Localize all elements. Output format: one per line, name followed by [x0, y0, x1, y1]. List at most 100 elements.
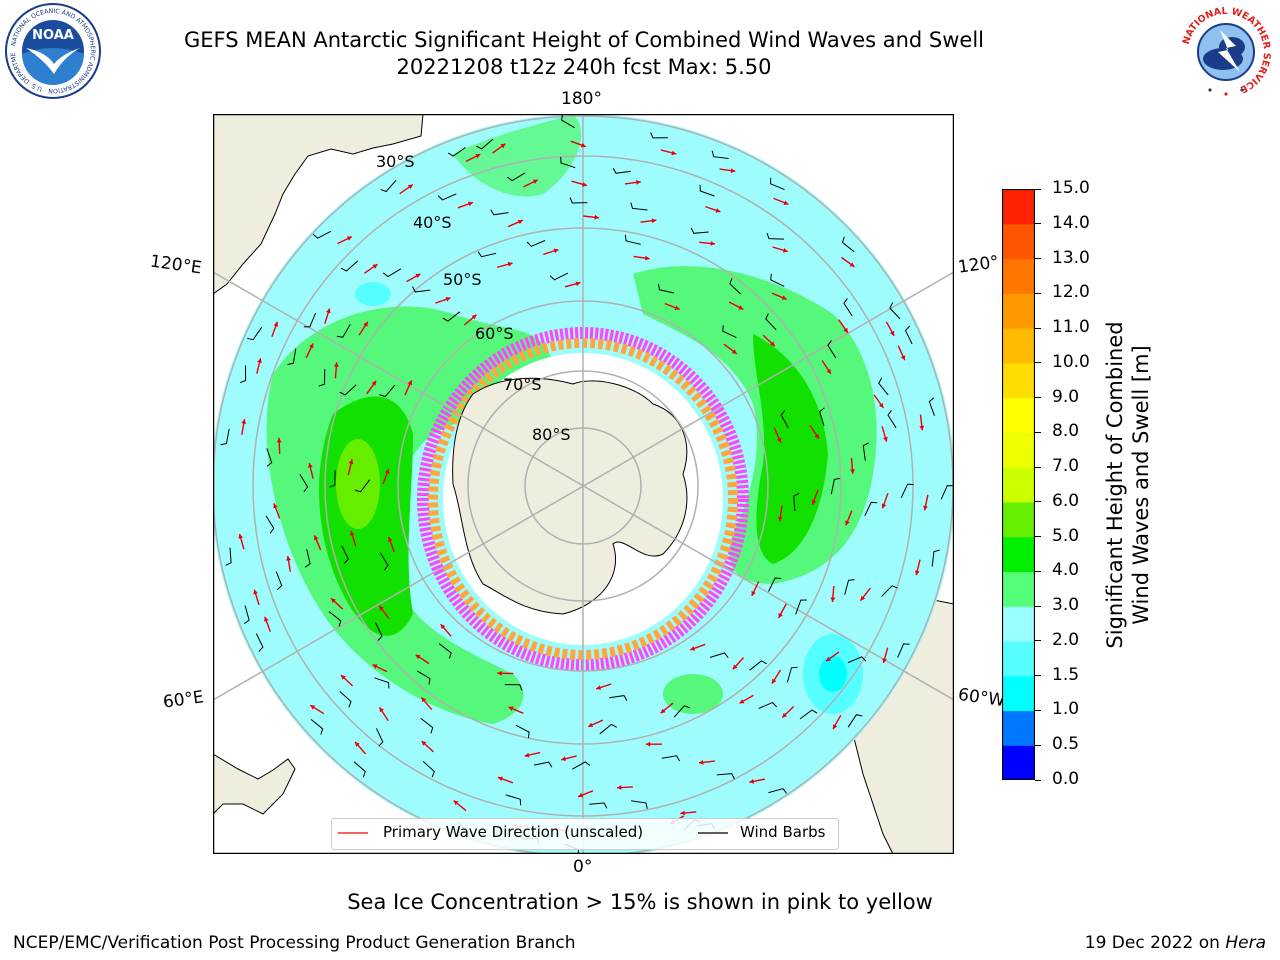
wind-barb [589, 802, 608, 809]
colorbar-segment [1002, 293, 1035, 329]
wind-barb [526, 240, 546, 247]
wave-direction-arrow [773, 427, 782, 443]
wave-direction-arrow [881, 493, 889, 509]
wind-barb [476, 138, 494, 150]
wind-barb [819, 407, 825, 427]
colorbar-tick-label: 10.0 [1052, 351, 1090, 372]
colorbar-tick-label: 8.0 [1052, 421, 1080, 442]
lon-label-180: 180° [561, 89, 602, 109]
colorbar-tick-label: 7.0 [1052, 456, 1080, 477]
colorbar-tick-label: 11.0 [1052, 317, 1090, 338]
wind-barb [504, 684, 523, 691]
wave-direction-arrow [773, 197, 789, 206]
colorbar-tick-mark [1035, 709, 1041, 711]
nws-logo: NATIONAL WEATHER SERVICE [1178, 4, 1274, 100]
colorbar-tick-label: 14.0 [1052, 212, 1090, 233]
colorbar-tick-mark [1035, 570, 1041, 572]
colorbar-tick-mark [1035, 779, 1041, 781]
wave-direction-arrow [570, 140, 587, 148]
wind-barb [673, 705, 690, 718]
wind-barb [881, 585, 898, 597]
colorbar-segment [1002, 501, 1035, 538]
colorbar-segment [1002, 710, 1035, 746]
polar-map [213, 114, 954, 854]
wave-direction-arrow [337, 235, 353, 245]
wind-barb [266, 448, 273, 467]
wave-direction-arrow [825, 651, 840, 662]
wave-direction-arrow [238, 533, 245, 550]
wave-direction-arrow [420, 696, 433, 711]
wave-direction-arrow [440, 623, 452, 637]
wave-direction-arrow [256, 358, 262, 374]
colorbar-tick-mark [1035, 292, 1041, 294]
wave-direction-arrow [885, 321, 895, 337]
colorbar-tick-mark [1035, 327, 1041, 329]
lat-label-80s: 80°S [532, 425, 571, 444]
wave-direction-arrow [809, 425, 820, 440]
wave-direction-arrow [845, 510, 853, 526]
wave-direction-arrow [811, 489, 819, 505]
colorbar-tick-mark [1035, 431, 1041, 433]
lon-label-120w: 120° [956, 252, 1001, 278]
lon-label-0: 0° [573, 857, 593, 877]
wind-barb [438, 643, 452, 659]
wave-direction-arrow [838, 319, 849, 334]
wind-barb [549, 272, 569, 281]
colorbar-tick-label: 13.0 [1052, 247, 1090, 268]
colorbar-tick-mark [1035, 640, 1041, 642]
wave-direction-arrow [633, 255, 650, 261]
wind-barb [422, 761, 435, 778]
wind-barb [329, 470, 336, 488]
wind-barb [658, 283, 675, 294]
wind-barb [765, 313, 777, 331]
wind-barb [490, 209, 509, 216]
wave-direction-arrow [914, 559, 921, 576]
map-frame [213, 114, 954, 854]
wind-barb [847, 714, 863, 728]
wind-barb [864, 501, 878, 517]
wind-barb [287, 348, 297, 365]
wind-barb [609, 695, 628, 702]
wave-direction-arrow [705, 205, 721, 213]
colorbar-tick-mark [1035, 605, 1041, 607]
wave-direction-arrow [821, 360, 832, 375]
wind-barb [299, 473, 309, 493]
wave-direction-arrow [640, 218, 657, 224]
wind-barb [225, 547, 232, 566]
wind-barb [612, 167, 631, 174]
wave-direction-arrow [378, 605, 390, 619]
wave-direction-arrow [435, 297, 451, 304]
legend-wave-direction-label: Primary Wave Direction (unscaled) [383, 823, 644, 841]
wind-barb [265, 515, 275, 534]
wave-direction-arrow [382, 468, 390, 485]
wave-direction-arrow [543, 248, 559, 256]
wind-barb [339, 691, 352, 708]
wind-barb [437, 193, 457, 201]
wave-direction-arrow [264, 616, 271, 632]
colorbar-tick-mark [1035, 501, 1041, 503]
wave-direction-arrow [286, 555, 291, 572]
wave-direction-arrow [587, 719, 604, 728]
wave-direction-arrow [497, 776, 514, 784]
lon-label-60w: 60°W [956, 684, 1007, 712]
colorbar-segment [1002, 675, 1035, 712]
colorbar-label-line2: Wind Waves and Swell [m] [1129, 345, 1153, 625]
wave-direction-arrow [689, 643, 706, 651]
wind-barb [770, 273, 785, 287]
wind-barb [931, 549, 940, 567]
wind-barb [749, 660, 767, 671]
wave-direction-arrow [399, 184, 414, 195]
wave-direction-arrow [340, 674, 354, 687]
wind-barb [247, 327, 263, 341]
wave-direction-arrow [388, 536, 395, 553]
wave-direction-arrow [749, 778, 766, 784]
wave-direction-arrow [616, 785, 633, 790]
colorbar-tick-mark [1035, 362, 1041, 364]
legend-wind-barbs-label: Wind Barbs [740, 823, 826, 841]
wind-barb [841, 236, 855, 253]
wave-direction-arrow [595, 683, 612, 690]
wind-barb [928, 397, 935, 416]
wind-barb [304, 549, 311, 568]
colorbar-segment [1002, 189, 1035, 225]
wave-direction-arrow [777, 603, 787, 619]
